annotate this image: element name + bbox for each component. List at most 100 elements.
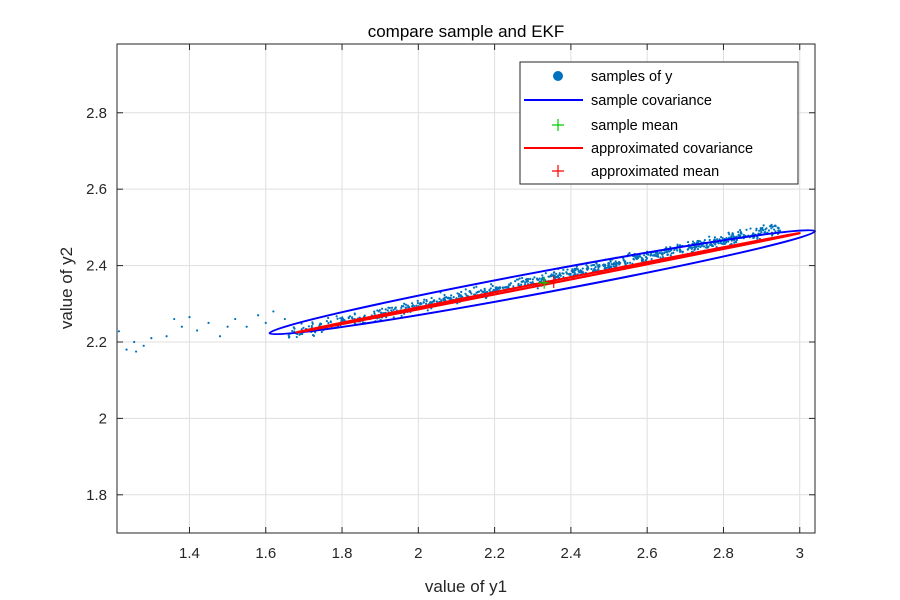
sample-point-499 bbox=[585, 267, 588, 271]
sample-point-399 bbox=[452, 296, 455, 299]
sample-point-164 bbox=[676, 243, 679, 246]
sample-point-333 bbox=[653, 254, 656, 257]
sample-point-552 bbox=[468, 290, 472, 293]
sample-point-864 bbox=[449, 297, 453, 300]
sample-point-841 bbox=[634, 256, 638, 259]
sample-point-428 bbox=[392, 316, 395, 319]
sample-point-473 bbox=[649, 253, 653, 257]
sample-point-362 bbox=[669, 254, 672, 257]
sample-point-19 bbox=[283, 317, 286, 321]
sample-point-24 bbox=[745, 228, 748, 231]
sample-point-300 bbox=[640, 256, 644, 260]
sample-point-860 bbox=[689, 246, 693, 249]
sample-point-834 bbox=[562, 268, 565, 271]
sample-point-776 bbox=[774, 225, 777, 228]
sample-point-876 bbox=[678, 248, 682, 252]
sample-point-572 bbox=[311, 333, 315, 337]
sample-point-246 bbox=[770, 227, 773, 230]
y-tick-label-1: 2 bbox=[99, 410, 107, 427]
sample-point-661 bbox=[624, 262, 627, 265]
sample-point-251 bbox=[721, 237, 724, 240]
sample-point-198 bbox=[464, 288, 467, 291]
sample-point-903 bbox=[570, 269, 573, 273]
sample-point-761 bbox=[524, 281, 527, 284]
sample-point-670 bbox=[291, 329, 294, 333]
sample-point-579 bbox=[713, 242, 716, 245]
sample-point-217 bbox=[704, 246, 708, 249]
x-tick-label-4: 2.2 bbox=[484, 545, 505, 562]
sample-point-194 bbox=[489, 287, 492, 290]
scatter-points bbox=[117, 223, 782, 353]
sample-point-627 bbox=[686, 240, 690, 244]
sample-point-145 bbox=[310, 325, 314, 328]
sample-point-739 bbox=[482, 290, 485, 294]
x-tick-label-0: 1.4 bbox=[179, 545, 200, 562]
sample-point-869 bbox=[618, 263, 621, 266]
sample-point-916 bbox=[420, 302, 423, 305]
sample-point-854 bbox=[607, 264, 610, 268]
sample-point-657 bbox=[400, 306, 403, 310]
sample-point-142 bbox=[423, 298, 426, 301]
chart-title: compare sample and EKF bbox=[368, 22, 565, 41]
sample-point-654 bbox=[488, 289, 491, 292]
sample-point-451 bbox=[672, 251, 675, 254]
sample-point-38 bbox=[663, 251, 666, 254]
sample-point-456 bbox=[512, 285, 515, 288]
sample-point-158 bbox=[752, 236, 755, 240]
sample-point-892 bbox=[693, 241, 696, 245]
sample-point-187 bbox=[727, 240, 730, 243]
sample-point-65 bbox=[628, 251, 631, 255]
sample-point-811 bbox=[567, 273, 570, 276]
sample-point-805 bbox=[425, 299, 428, 303]
sample-point-682 bbox=[459, 294, 462, 297]
sample-point-822 bbox=[526, 280, 530, 283]
legend-entry-approx-mean: approximated mean bbox=[552, 164, 719, 180]
sample-point-829 bbox=[461, 295, 464, 298]
sample-point-758 bbox=[552, 271, 555, 274]
sample-point-10 bbox=[196, 329, 199, 332]
sample-point-875 bbox=[556, 274, 560, 278]
sample-point-301 bbox=[760, 231, 763, 234]
sample-point-203 bbox=[327, 316, 330, 320]
sample-point-547 bbox=[725, 240, 728, 243]
sample-point-68 bbox=[406, 304, 409, 307]
sample-point-252 bbox=[404, 303, 408, 306]
sample-point-348 bbox=[693, 248, 696, 252]
sample-point-359 bbox=[696, 248, 699, 251]
sample-point-347 bbox=[691, 240, 695, 243]
x-tick-label-1: 1.6 bbox=[255, 545, 276, 562]
sample-point-887 bbox=[540, 278, 543, 282]
sample-point-132 bbox=[626, 261, 629, 265]
sample-point-30 bbox=[470, 292, 473, 295]
sample-point-177 bbox=[699, 245, 702, 249]
sample-point-906 bbox=[541, 274, 544, 277]
sample-point-309 bbox=[676, 249, 679, 252]
sample-point-831 bbox=[447, 296, 450, 300]
sample-point-760 bbox=[749, 227, 752, 230]
sample-point-62 bbox=[509, 282, 512, 285]
sample-point-878 bbox=[327, 321, 330, 325]
legend-entry-approx-covariance: approximated covariance bbox=[524, 141, 753, 157]
sample-point-105 bbox=[723, 242, 726, 246]
legend-label-sample-mean: sample mean bbox=[591, 118, 678, 134]
sample-point-403 bbox=[476, 290, 480, 294]
sample-point-450 bbox=[610, 263, 613, 266]
sample-point-861 bbox=[656, 251, 659, 255]
sample-point-750 bbox=[518, 277, 521, 280]
sample-point-648 bbox=[411, 302, 414, 305]
sample-point-390 bbox=[767, 229, 771, 232]
sample-point-3 bbox=[133, 340, 136, 344]
sample-point-659 bbox=[465, 294, 468, 297]
sample-point-895 bbox=[624, 260, 627, 263]
sample-point-522 bbox=[590, 267, 593, 271]
legend-label-sample-covariance: sample covariance bbox=[591, 93, 712, 109]
sample-point-700 bbox=[484, 296, 488, 300]
sample-point-81 bbox=[719, 235, 723, 239]
sample-point-585 bbox=[733, 241, 736, 244]
sample-point-8 bbox=[180, 325, 183, 328]
sample-point-891 bbox=[531, 278, 535, 281]
sample-point-14 bbox=[234, 317, 237, 321]
sample-point-213 bbox=[581, 267, 584, 270]
sample-point-898 bbox=[761, 228, 764, 231]
sample-point-506 bbox=[390, 309, 393, 312]
